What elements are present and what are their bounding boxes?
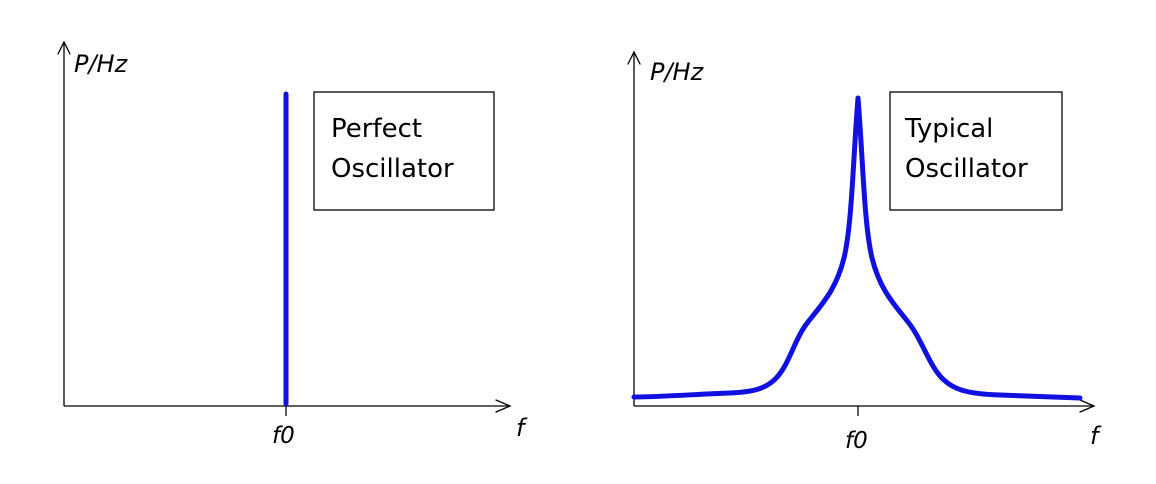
perfect-oscillator-label-line1: Perfect <box>331 114 422 144</box>
left-f0-tick-label: f0 <box>272 423 295 449</box>
right-panel: P/Hz f f0 Typical Oscillator <box>627 50 1102 454</box>
typical-oscillator-label-box <box>889 91 1063 211</box>
typical-oscillator-label-line1: Typical <box>904 114 993 144</box>
left-x-axis-label: f <box>516 414 528 442</box>
right-x-axis-arrowhead <box>1079 399 1096 413</box>
typical-oscillator-spectrum-curve <box>631 95 1083 401</box>
right-y-axis-arrowhead <box>627 50 641 65</box>
right-y-axis-label: P/Hz <box>650 58 705 86</box>
perfect-oscillator-label-box <box>313 91 495 211</box>
typical-oscillator-label-line2: Oscillator <box>905 154 1028 184</box>
right-x-axis-label: f <box>1090 422 1102 450</box>
left-y-axis-label: P/Hz <box>74 50 129 78</box>
right-f0-tick-label: f0 <box>845 428 868 454</box>
left-panel: P/Hz f f0 Perfect Oscillator <box>57 40 528 449</box>
perfect-oscillator-label-line2: Oscillator <box>331 154 454 184</box>
left-y-axis-arrowhead <box>57 40 71 55</box>
left-x-axis-arrowhead <box>495 399 512 413</box>
